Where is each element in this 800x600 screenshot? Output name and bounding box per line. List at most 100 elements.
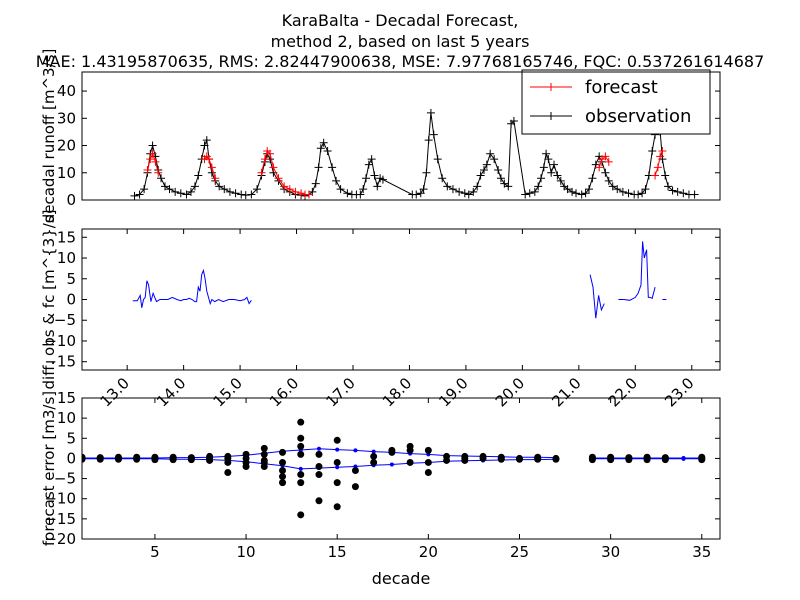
x-tick-label: 5 bbox=[150, 543, 160, 561]
x-tick-label: 18.0 bbox=[379, 374, 415, 410]
observation-point bbox=[679, 189, 688, 198]
y-tick-label: 5 bbox=[66, 429, 76, 447]
observation-point bbox=[547, 168, 556, 177]
forecast-point bbox=[656, 152, 665, 161]
error-point bbox=[370, 452, 378, 460]
observation-point bbox=[438, 174, 447, 183]
observation-point bbox=[673, 187, 682, 196]
y-tick-label: −5 bbox=[54, 470, 76, 488]
forecast-point bbox=[285, 185, 294, 194]
observation-point bbox=[661, 171, 670, 180]
observation-point bbox=[634, 190, 643, 199]
error-point bbox=[297, 442, 305, 450]
error-point bbox=[443, 456, 451, 464]
plot-area bbox=[130, 108, 699, 200]
observation-point bbox=[319, 138, 328, 147]
error-point bbox=[643, 453, 651, 461]
y-tick-label: 15 bbox=[57, 389, 76, 407]
difference-line bbox=[589, 274, 605, 319]
observation-point bbox=[176, 189, 185, 198]
observation-point bbox=[443, 182, 452, 191]
observation-point bbox=[323, 146, 332, 155]
observation-point bbox=[241, 191, 250, 200]
observation-point bbox=[581, 189, 590, 198]
y-tick-label: −20 bbox=[44, 530, 76, 548]
error-point bbox=[552, 455, 560, 463]
plot-frame bbox=[81, 397, 721, 540]
error-point bbox=[260, 456, 268, 464]
observation-point bbox=[613, 185, 622, 194]
observation-point bbox=[539, 163, 548, 172]
metrics-line: MAE: 1.43195870635, RMS: 2.82447900638, … bbox=[36, 52, 765, 71]
forecast-line bbox=[654, 150, 663, 176]
observation-point bbox=[157, 174, 166, 183]
difference-line bbox=[618, 241, 656, 301]
observation-point bbox=[668, 186, 677, 195]
observation-point bbox=[568, 187, 577, 196]
y-tick-label: 15 bbox=[57, 228, 76, 246]
observation-point bbox=[336, 185, 345, 194]
y-tick-label: 10 bbox=[57, 249, 76, 267]
observation-point bbox=[140, 185, 149, 194]
x-tick-label: 25 bbox=[510, 543, 529, 561]
error-point bbox=[315, 497, 323, 505]
x-tick-label: 22.0 bbox=[605, 374, 641, 410]
observation-point bbox=[433, 155, 442, 164]
observation-point bbox=[202, 136, 211, 145]
error-point bbox=[534, 455, 542, 463]
observation-point bbox=[690, 190, 699, 199]
forecast-point bbox=[269, 163, 278, 172]
error-point bbox=[133, 453, 141, 461]
x-tick-label: 13.0 bbox=[97, 374, 133, 410]
observation-point bbox=[359, 185, 368, 194]
observation-point bbox=[482, 160, 491, 169]
forecast-point bbox=[274, 174, 283, 183]
observation-point bbox=[135, 190, 144, 199]
error-point bbox=[661, 454, 669, 462]
observation-point bbox=[314, 163, 323, 172]
observation-point bbox=[509, 117, 518, 126]
observation-point bbox=[542, 149, 551, 158]
observation-point bbox=[504, 182, 513, 191]
observation-point bbox=[367, 155, 376, 164]
observation-point bbox=[490, 155, 499, 164]
legend: forecast observation bbox=[521, 69, 711, 135]
observation-point bbox=[553, 171, 562, 180]
observation-point bbox=[215, 182, 224, 191]
chart-title-line1: KaraBalta - Decadal Forecast, bbox=[282, 11, 519, 30]
error-point bbox=[187, 454, 195, 462]
observation-point bbox=[332, 176, 341, 185]
observation-line bbox=[134, 112, 695, 197]
error-point bbox=[224, 469, 232, 477]
error-point bbox=[279, 479, 287, 487]
observation-point bbox=[424, 136, 433, 145]
y-tick-label: 40 bbox=[57, 82, 76, 100]
observation-point bbox=[530, 187, 539, 196]
x-axis-label: decade bbox=[372, 569, 431, 588]
plot-frame bbox=[81, 71, 721, 201]
error-point bbox=[297, 434, 305, 442]
forecast-point bbox=[604, 157, 613, 166]
observation-point bbox=[577, 190, 586, 199]
plot-frame bbox=[81, 228, 721, 371]
observation-point bbox=[165, 185, 174, 194]
error-point bbox=[151, 453, 159, 461]
x-tick-label: 30 bbox=[601, 543, 620, 561]
observation-point bbox=[537, 174, 546, 183]
error-point bbox=[315, 450, 323, 458]
error-point bbox=[515, 455, 523, 463]
x-tick-label: 19.0 bbox=[435, 374, 471, 410]
forecast-point bbox=[148, 149, 157, 158]
observation-point bbox=[364, 160, 373, 169]
observation-point bbox=[328, 163, 337, 172]
legend-entry: forecast bbox=[585, 77, 658, 98]
error-point bbox=[224, 458, 232, 466]
y-tick-label: 10 bbox=[57, 409, 76, 427]
observation-point bbox=[356, 190, 365, 199]
error-point bbox=[388, 446, 396, 454]
error-point bbox=[114, 453, 122, 461]
error-band-upper bbox=[82, 448, 556, 459]
y-tick-label: 0 bbox=[66, 449, 76, 467]
observation-point bbox=[618, 187, 627, 196]
